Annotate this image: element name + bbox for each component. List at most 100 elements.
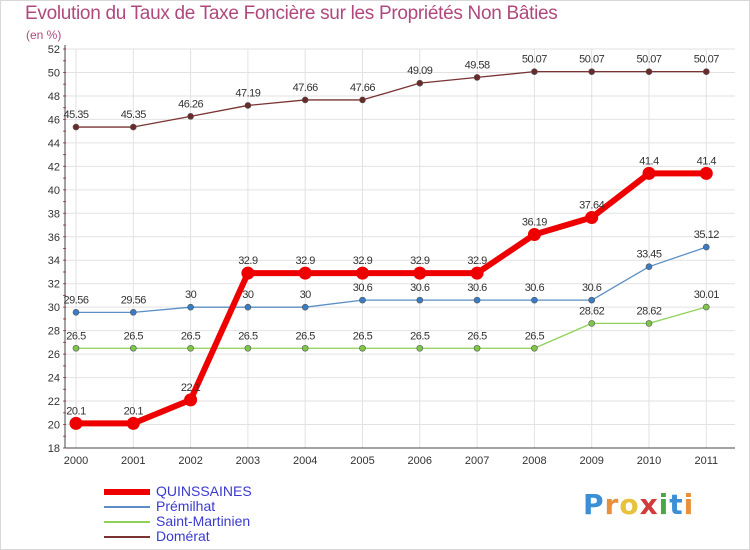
data-point — [130, 344, 137, 352]
data-point — [187, 344, 194, 352]
data-point — [130, 123, 137, 131]
data-point — [588, 68, 596, 75]
data-point — [301, 96, 309, 104]
data-label: 28.62 — [636, 305, 661, 317]
legend-swatch-domerat — [104, 536, 150, 538]
y-tick-label: 24 — [48, 373, 60, 385]
data-point — [187, 303, 194, 311]
data-label: 26.5 — [124, 330, 144, 342]
data-point — [187, 113, 194, 120]
data-label: 49.09 — [407, 65, 432, 77]
data-point — [702, 68, 710, 75]
data-point — [359, 344, 366, 352]
data-point — [416, 344, 424, 352]
data-point — [585, 211, 599, 225]
data-label: 32.9 — [353, 255, 373, 267]
legend-label-domerat: Domérat — [156, 528, 210, 544]
x-tick-label: 2010 — [637, 455, 661, 467]
y-tick-label: 20 — [48, 420, 60, 432]
x-tick-label: 2008 — [522, 455, 546, 467]
axes: 18 20 22 24 26 28 30 32 34 36 38 40 42 44 46 48 50 52 2000… — [48, 44, 735, 467]
data-point — [72, 309, 80, 316]
y-tick-label: 42 — [48, 161, 60, 173]
logo-letter: o — [619, 488, 640, 521]
data-label: 26.5 — [238, 330, 258, 342]
y-tick-label: 22 — [48, 396, 60, 408]
data-label: 47.66 — [293, 82, 318, 94]
y-tick-label: 36 — [48, 232, 60, 244]
y-tick-label: 38 — [48, 208, 60, 220]
y-tick-label: 40 — [48, 185, 60, 197]
data-label: 30 — [185, 289, 197, 301]
data-point — [473, 296, 481, 304]
logo-letter: i — [658, 488, 670, 521]
y-tick-label: 46 — [48, 114, 60, 126]
data-point — [699, 166, 713, 180]
y-tick-label: 26 — [48, 349, 60, 361]
data-label: 35.12 — [694, 229, 719, 241]
legend-label-saint-martinien: Saint-Martinien — [156, 513, 251, 529]
data-label: 32.9 — [467, 255, 487, 267]
x-tick-label: 2003 — [236, 455, 260, 467]
data-label: 26.5 — [353, 330, 373, 342]
data-point — [356, 266, 369, 280]
data-label: 30.6 — [410, 282, 430, 294]
y-tick-label: 48 — [48, 91, 60, 103]
data-label: 28.62 — [579, 305, 604, 317]
data-label: 36.19 — [522, 217, 547, 229]
x-tick-label: 2009 — [579, 455, 603, 467]
data-label: 30 — [242, 289, 254, 301]
chart-title: Evolution du Taux de Taxe Foncière sur l… — [25, 3, 558, 24]
data-label: 32.9 — [295, 255, 315, 267]
logo-letter: t — [669, 488, 684, 521]
x-tick-label: 2001 — [121, 455, 145, 467]
data-point — [645, 68, 653, 75]
data-label: 26.5 — [295, 330, 315, 342]
data-point — [531, 68, 538, 75]
data-label: 30.6 — [525, 282, 545, 294]
logo-letter: i — [683, 488, 695, 521]
data-labels: 45.35 45.35 46.26 47.19 47.66 47.66 49.09 49.58… — [63, 54, 719, 418]
y-tick-label: 32 — [48, 279, 60, 291]
data-label: 26.5 — [410, 330, 430, 342]
data-label: 50.07 — [694, 54, 719, 66]
data-label: 26.5 — [467, 330, 487, 342]
data-point — [130, 309, 137, 316]
data-point — [244, 344, 252, 352]
legend-swatch-quinssaines — [104, 489, 150, 495]
data-label: 46.26 — [178, 98, 203, 110]
y-tick-label: 50 — [48, 67, 60, 79]
data-point — [588, 320, 596, 327]
x-tick-label: 2006 — [408, 455, 432, 467]
x-tick-label: 2011 — [694, 455, 718, 467]
data-label: 45.35 — [63, 109, 88, 121]
y-tick-label: 30 — [48, 302, 60, 314]
legend-label-quinssaines: QUINSSAINES — [156, 483, 252, 499]
y-tick-label: 28 — [48, 326, 60, 338]
data-label: 20.1 — [124, 405, 144, 417]
data-point — [244, 303, 252, 311]
data-label: 50.07 — [522, 54, 547, 66]
data-point — [416, 79, 424, 87]
data-point — [72, 123, 80, 131]
data-point — [473, 74, 481, 81]
data-label: 30.6 — [467, 282, 487, 294]
data-label: 50.07 — [579, 54, 604, 66]
data-point — [470, 266, 484, 280]
data-point — [531, 296, 538, 304]
legend-label-premilhat: Prémilhat — [156, 498, 216, 514]
data-point — [413, 266, 427, 280]
data-point — [645, 263, 653, 270]
data-point — [702, 303, 710, 311]
series-line-1 — [75, 246, 707, 313]
legend-swatch-premilhat — [104, 506, 150, 508]
series-lines — [69, 68, 713, 430]
data-point — [531, 344, 538, 352]
x-tick-label: 2007 — [465, 455, 489, 467]
x-tick-label: 2000 — [64, 455, 88, 467]
logo-letter: P — [583, 488, 605, 521]
data-point — [642, 166, 656, 180]
series-line-2 — [75, 306, 707, 349]
data-point — [416, 296, 424, 304]
x-tick-label: 2002 — [178, 455, 202, 467]
